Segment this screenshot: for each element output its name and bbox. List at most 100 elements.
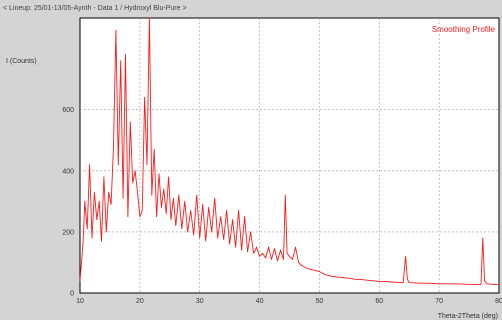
- data-point: [331, 275, 332, 277]
- data-point: [91, 237, 93, 239]
- data-point: [96, 219, 98, 221]
- data-point: [139, 216, 141, 218]
- data-point: [208, 207, 210, 208]
- data-point: [86, 228, 88, 230]
- data-point: [156, 216, 158, 218]
- data-point: [217, 237, 219, 239]
- data-point: [168, 176, 170, 178]
- data-point: [414, 282, 416, 284]
- data-point: [235, 246, 237, 248]
- data-point: [349, 277, 350, 279]
- data-point: [292, 259, 293, 260]
- x-ticks: 10 20 30 40 50 60 70 80: [76, 298, 502, 305]
- data-point: [366, 279, 368, 281]
- data-point: [82, 243, 84, 245]
- data-point: [193, 234, 195, 236]
- data-point: [486, 283, 488, 285]
- y-ticks: 0 200 400 600: [62, 107, 74, 297]
- x-tick-label: 60: [375, 298, 383, 305]
- data-point: [354, 278, 356, 280]
- data-point: [108, 191, 110, 193]
- data-point: [456, 283, 458, 285]
- data-point: [149, 17, 150, 19]
- data-point: [181, 228, 183, 230]
- data-point: [125, 54, 126, 56]
- data-point: [307, 268, 308, 269]
- data-point: [196, 194, 198, 196]
- data-point: [313, 269, 314, 271]
- data-point: [79, 280, 81, 282]
- data-point: [226, 210, 228, 211]
- data-point: [444, 283, 446, 285]
- data-point: [405, 255, 406, 257]
- data-point: [280, 249, 281, 251]
- data-point: [402, 282, 404, 283]
- data-point: [199, 237, 201, 239]
- data-point: [122, 197, 124, 199]
- data-point: [241, 249, 243, 251]
- y-tick-label: 200: [62, 229, 74, 236]
- data-point: [268, 246, 269, 248]
- data-point: [170, 219, 172, 221]
- data-point: [165, 213, 167, 215]
- data-point: [482, 237, 484, 239]
- data-point: [110, 204, 112, 205]
- data-point: [343, 277, 344, 279]
- data-point: [132, 182, 134, 184]
- data-point: [184, 200, 186, 202]
- data-point: [244, 216, 246, 218]
- data-point: [120, 60, 122, 62]
- data-point: [144, 97, 146, 98]
- data-point: [163, 188, 165, 190]
- data-point: [190, 210, 192, 211]
- x-tick-label: 20: [136, 298, 144, 305]
- data-point: [396, 281, 398, 283]
- data-point: [175, 225, 177, 227]
- data-point: [229, 243, 231, 245]
- data-point: [129, 121, 131, 123]
- data-point: [211, 231, 213, 233]
- data-point: [127, 216, 129, 218]
- x-tick-label: 80: [495, 298, 502, 305]
- data-point: [492, 284, 494, 285]
- x-tick-label: 30: [196, 298, 204, 305]
- data-point: [480, 284, 482, 285]
- data-point: [301, 265, 302, 266]
- data-point: [284, 194, 286, 196]
- data-point: [173, 197, 174, 199]
- data-point: [253, 252, 255, 254]
- data-point: [319, 271, 320, 272]
- data-point: [232, 219, 234, 221]
- data-point: [187, 231, 189, 233]
- data-point: [337, 276, 338, 278]
- data-point: [408, 282, 410, 283]
- data-point: [325, 274, 326, 276]
- data-point: [105, 231, 107, 233]
- data-point: [271, 259, 272, 260]
- data-point: [420, 282, 422, 284]
- data-point: [372, 280, 374, 282]
- data-point: [247, 251, 249, 253]
- data-point: [115, 29, 117, 31]
- data-point: [259, 255, 260, 257]
- data-point: [214, 197, 216, 199]
- y-tick-label: 400: [62, 168, 74, 175]
- data-point: [468, 284, 470, 285]
- series-lines: [79, 17, 500, 285]
- data-point: [426, 282, 428, 284]
- data-point: [113, 145, 114, 147]
- data-point: [484, 280, 485, 282]
- data-point: [94, 191, 95, 193]
- data-point: [265, 257, 266, 259]
- data-point: [205, 240, 207, 242]
- data-point: [450, 283, 452, 285]
- data-point: [286, 252, 288, 254]
- data-point: [137, 191, 138, 193]
- data-point: [117, 164, 119, 166]
- data-point: [295, 246, 296, 248]
- data-point: [438, 283, 440, 285]
- legend-label: Smoothing Profile: [432, 25, 496, 34]
- data-point: [407, 278, 408, 280]
